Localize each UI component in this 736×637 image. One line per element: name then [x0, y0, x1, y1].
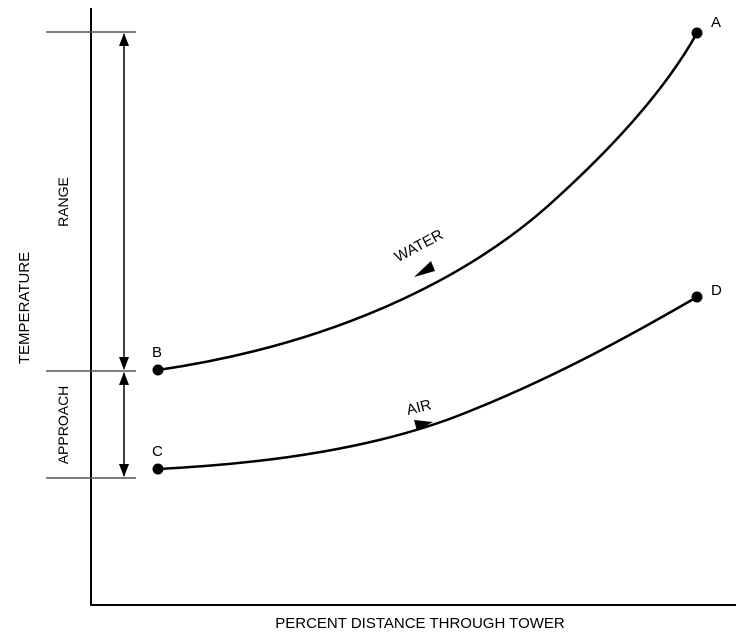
range-arrowhead-top [119, 33, 129, 46]
air-curve-label: AIR [405, 396, 434, 419]
point-b-label: B [152, 344, 162, 361]
water-curve [157, 32, 699, 372]
point-d [691, 291, 703, 303]
point-a-label: A [711, 14, 721, 31]
air-curve [157, 295, 698, 471]
range-label: RANGE [55, 177, 71, 227]
point-c-label: C [152, 443, 163, 460]
air-flow-arrow [414, 420, 433, 431]
approach-label: APPROACH [55, 386, 71, 465]
point-b [152, 364, 164, 376]
y-axis-label: TEMPERATURE [16, 252, 33, 364]
approach-arrowhead-bottom [119, 464, 129, 477]
approach-arrowhead-top [119, 372, 129, 385]
x-axis-label: PERCENT DISTANCE THROUGH TOWER [275, 615, 565, 632]
point-d-label: D [711, 282, 722, 299]
point-a [691, 27, 703, 39]
water-curve-label: WATER [392, 226, 446, 266]
point-c [152, 463, 164, 475]
range-arrowhead-bottom [119, 357, 129, 370]
water-flow-arrow [414, 261, 435, 277]
